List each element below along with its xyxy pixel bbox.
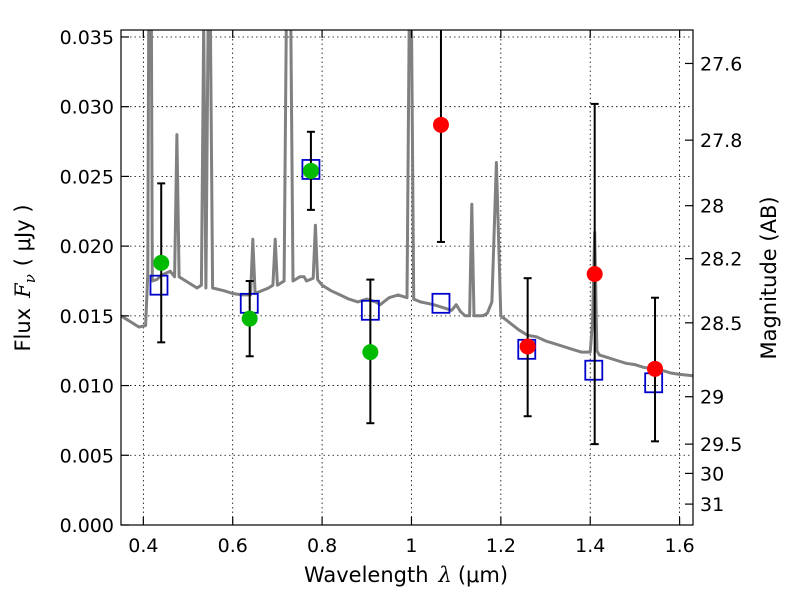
plot-frame: [120, 29, 694, 526]
plot-area: [121, 30, 693, 446]
y2-tick-label-6: 29.5: [700, 434, 742, 456]
y-tick-label-7: 0.035: [60, 27, 114, 49]
y2-tick-label-5: 29: [700, 387, 724, 409]
spectrum-line: [121, 30, 693, 378]
y-axis-ticks: 0.000 0.005 0.010 0.015 0.020 0.025 0.030 0.035: [60, 27, 129, 537]
red-point-0: [432, 116, 449, 133]
y-axis-title: FluxFν( μJy ): [11, 204, 39, 351]
green-point-0: [153, 254, 170, 271]
red-markers: [432, 116, 664, 377]
model-marker-0: [149, 274, 169, 296]
y2-axis-title: Magnitude (AB): [757, 196, 781, 359]
y-tick-label-2: 0.010: [60, 376, 114, 398]
y2-tick-label-0: 27.6: [700, 53, 742, 75]
x-tick-label-1: 0.6: [218, 535, 248, 557]
x-tick-label-0: 0.4: [128, 535, 158, 557]
x-axis-title: Wavelength λ (μm): [304, 563, 508, 587]
y-tick-label-6: 0.030: [60, 97, 114, 119]
y2-tick-label-2: 28: [700, 196, 724, 218]
y-tick-label-0: 0.000: [60, 515, 114, 537]
x-tick-label-2: 0.8: [307, 535, 337, 557]
y2-tick-label-3: 28.2: [700, 249, 742, 271]
y-tick-label-5: 0.025: [60, 166, 114, 188]
y2-tick-label-4: 28.5: [700, 313, 742, 335]
green-point-3: [362, 344, 379, 361]
x-axis-ticks: 0.4 0.6 0.8 1 1.2 1.4 1.6: [128, 30, 695, 557]
red-point-1: [519, 338, 536, 355]
green-point-2: [302, 162, 319, 179]
y2-tick-label-8: 31: [700, 494, 724, 516]
y-tick-label-1: 0.005: [60, 445, 114, 467]
red-point-2: [586, 266, 603, 283]
y2-tick-label-7: 30: [700, 463, 724, 485]
x-tick-label-6: 1.6: [664, 535, 694, 557]
x-tick-label-5: 1.4: [575, 535, 605, 557]
y-tick-label-3: 0.015: [60, 306, 114, 328]
green-markers: [153, 162, 379, 361]
y2-tick-label-1: 27.8: [700, 130, 742, 152]
y2-axis-ticks: 27.6 27.8 28 28.2 28.5 29 29.5 30 31: [685, 53, 742, 516]
x-tick-label-4: 1.2: [486, 535, 516, 557]
model-marker-4: [431, 292, 451, 314]
green-point-1: [241, 310, 258, 327]
y-tick-label-4: 0.020: [60, 236, 114, 258]
red-point-3: [647, 360, 664, 377]
x-tick-label-3: 1: [405, 535, 417, 557]
